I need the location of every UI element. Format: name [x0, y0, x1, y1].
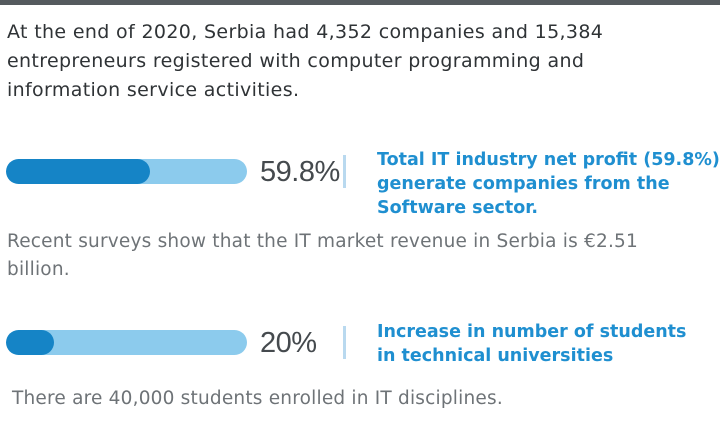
stat-caption: Total IT industry net profit (59.8%) gen… — [377, 150, 720, 218]
intro-paragraph: At the end of 2020, Serbia had 4,352 com… — [7, 21, 604, 101]
stat-block-profit: 59.8% Total IT industry net profit (59.8… — [0, 146, 726, 218]
progress-bar-track — [6, 159, 247, 184]
stat-percent-label: 20% — [260, 327, 317, 359]
progress-bar-fill — [6, 330, 54, 355]
stat-note: Recent surveys show that the IT market r… — [7, 231, 638, 280]
progress-bar-fill — [6, 159, 150, 184]
stat-block-students: 20% Increase in number of students in te… — [0, 318, 726, 388]
stat-note: There are 40,000 students enrolled in IT… — [12, 388, 503, 409]
stat-caption: Increase in number of students in techni… — [377, 322, 687, 366]
progress-bar-track — [6, 330, 247, 355]
stat-percent-label: 59.8% — [260, 156, 340, 188]
top-divider-rule — [0, 0, 720, 5]
stat-divider — [343, 155, 346, 188]
stat-divider — [343, 326, 346, 359]
